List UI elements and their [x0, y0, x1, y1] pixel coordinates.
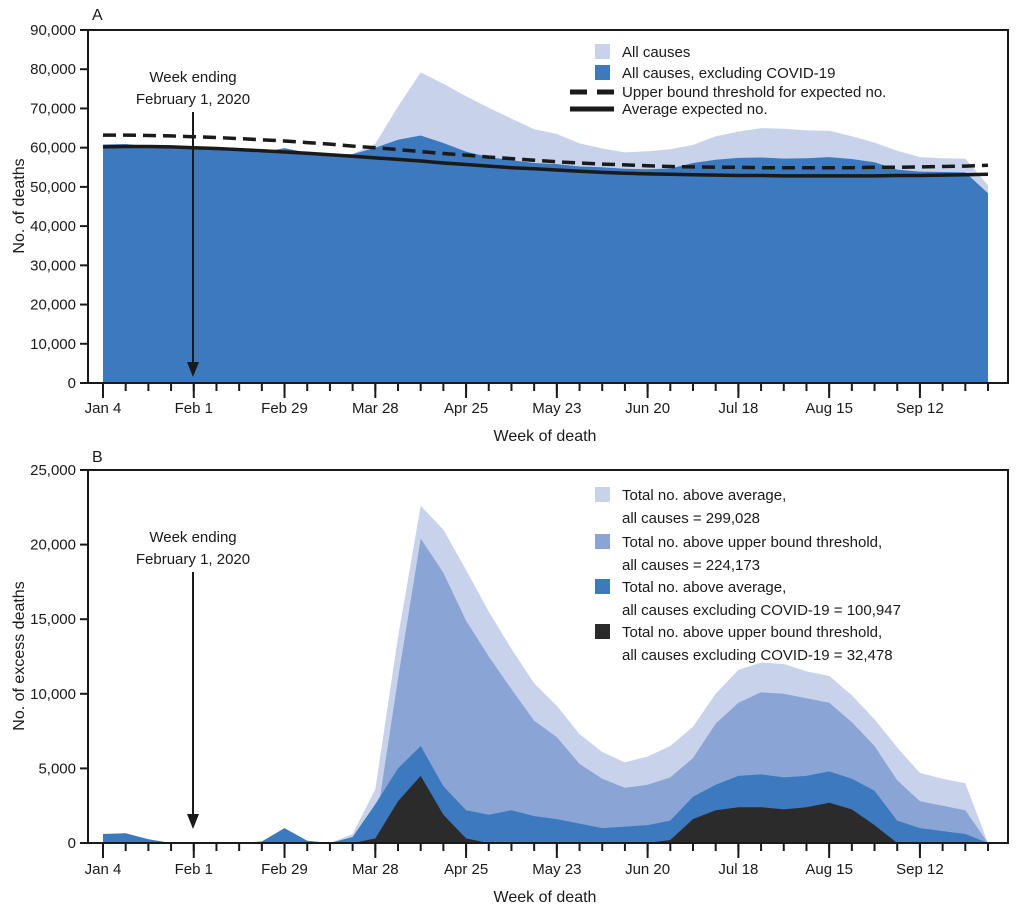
legend-swatch-above-average-all [595, 487, 610, 502]
area-total-no-above-upper-bound-threshold-all-causes-excluding-covid-19 [103, 775, 988, 843]
line-average-expected-no [102, 144, 989, 178]
x-axis-tick-label: Feb 29 [261, 400, 308, 417]
panel-b-letter: B [92, 449, 103, 466]
x-axis-tick-label: Mar 28 [352, 400, 399, 417]
panel-a-letter: A [92, 7, 103, 24]
y-axis-tick-label: 40,000 [30, 218, 76, 235]
x-axis-tick-label: Jul 18 [718, 861, 758, 878]
y-axis-tick-label: 0 [68, 835, 76, 852]
legend-label-above-average-all-line1: Total no. above average, [622, 487, 786, 504]
y-axis-tick-label: 0 [68, 375, 76, 392]
legend-label-above-average-all-line2: all causes = 299,028 [622, 510, 760, 527]
x-axis-tick-label: Jul 18 [718, 400, 758, 417]
panel-a-y-axis-title: No. of deaths [11, 158, 28, 253]
legend-swatch-above-upper-excl [595, 624, 610, 639]
panel-b-annotation: Week ending February 1, 2020 [136, 529, 250, 829]
legend-label-all-causes: All causes [622, 44, 690, 61]
legend-label-above-average-excl-line1: Total no. above average, [622, 579, 786, 596]
y-axis-tick-label: 15,000 [30, 611, 76, 628]
x-axis-tick-label: May 23 [532, 861, 581, 878]
legend-swatch-excluding-covid [595, 65, 610, 80]
legend-label-excluding-covid: All causes, excluding COVID-19 [622, 65, 835, 82]
y-axis-tick-label: 10,000 [30, 686, 76, 703]
x-axis-tick-label: Feb 1 [175, 400, 213, 417]
panel-b-y-axis-title: No. of excess deaths [11, 581, 28, 730]
y-axis-tick-label: 90,000 [30, 22, 76, 39]
x-axis-tick-label: Mar 28 [352, 861, 399, 878]
legend-label-above-upper-all-line1: Total no. above upper bound threshold, [622, 534, 882, 551]
panel-b-plot-area: 0 5,000 10,000 15,000 20,000 25,000 Jan 4 Feb 1… [30, 462, 1009, 878]
panel-a-annotation: Week ending February 1, 2020 [136, 69, 250, 377]
legend-label-above-upper-all-line2: all causes = 224,173 [622, 557, 760, 574]
area-all-causes-excluding-covid-19 [103, 135, 988, 383]
x-axis-tick-label: Sep 12 [896, 400, 944, 417]
annotation-arrowhead-icon [187, 814, 199, 829]
plot-frame [87, 469, 1009, 844]
y-axis-tick-label: 50,000 [30, 179, 76, 196]
panel-a-legend: All causes All causes, excluding COVID-1… [570, 44, 886, 118]
annotation-line-2: February 1, 2020 [136, 551, 250, 568]
panel-a-plot-area: 0 10,000 20,000 30,000 40,000 50,000 60,000 70,… [30, 22, 1009, 417]
legend-label-above-average-excl-line2: all causes excluding COVID-19 = 100,947 [622, 602, 901, 619]
x-axis-tick-label: May 23 [532, 400, 581, 417]
legend-label-upper-bound: Upper bound threshold for expected no. [622, 84, 886, 101]
x-axis-tick-label: Feb 1 [175, 861, 213, 878]
y-axis-tick-label: 20,000 [30, 297, 76, 314]
x-axis-tick-label: Apr 25 [444, 400, 488, 417]
x-axis-tick-label: Apr 25 [444, 861, 488, 878]
legend-label-above-upper-excl-line2: all causes excluding COVID-19 = 32,478 [622, 647, 893, 664]
x-axis-tick-label: Jun 20 [625, 400, 670, 417]
panel-b: B No. of excess deaths Week of death 0 5,… [11, 449, 1009, 906]
legend-swatch-all-causes [595, 44, 610, 59]
panel-a: A No. of deaths Week of death 0 10,000 20,… [11, 7, 1009, 445]
panel-b-x-axis-title: Week of death [494, 889, 597, 906]
y-axis-tick-label: 20,000 [30, 537, 76, 554]
legend-swatch-above-average-excl [595, 579, 610, 594]
y-axis-tick-label: 25,000 [30, 462, 76, 479]
annotation-line-1: Week ending [149, 529, 236, 546]
plot-frame [87, 29, 1009, 384]
x-axis-tick-label: Jan 4 [85, 861, 122, 878]
annotation-arrowhead-icon [187, 362, 199, 377]
annotation-line-2: February 1, 2020 [136, 91, 250, 108]
x-axis-tick-label: Feb 29 [261, 861, 308, 878]
x-axis-tick-label: Jun 20 [625, 861, 670, 878]
area-total-no-above-upper-bound-threshold-all-causes [103, 538, 988, 843]
panel-b-legend: Total no. above average, all causes = 29… [595, 487, 901, 664]
x-axis-tick-label: Aug 15 [805, 861, 853, 878]
x-axis-tick-label: Jan 4 [85, 400, 122, 417]
y-axis-tick-label: 10,000 [30, 336, 76, 353]
y-axis-tick-label: 30,000 [30, 257, 76, 274]
y-axis-tick-label: 5,000 [38, 760, 76, 777]
annotation-line-1: Week ending [149, 69, 236, 86]
y-axis-tick-label: 80,000 [30, 61, 76, 78]
panel-a-x-axis-title: Week of death [494, 428, 597, 445]
legend-swatch-above-upper-all [595, 534, 610, 549]
x-axis-tick-label: Sep 12 [896, 861, 944, 878]
legend-label-average-expected: Average expected no. [622, 101, 768, 118]
x-axis-tick-label: Aug 15 [805, 400, 853, 417]
y-axis-tick-label: 60,000 [30, 140, 76, 157]
line-upper-bound-threshold-for-expected-no [103, 133, 989, 170]
legend-label-above-upper-excl-line1: Total no. above upper bound threshold, [622, 624, 882, 641]
y-axis-tick-label: 70,000 [30, 100, 76, 117]
